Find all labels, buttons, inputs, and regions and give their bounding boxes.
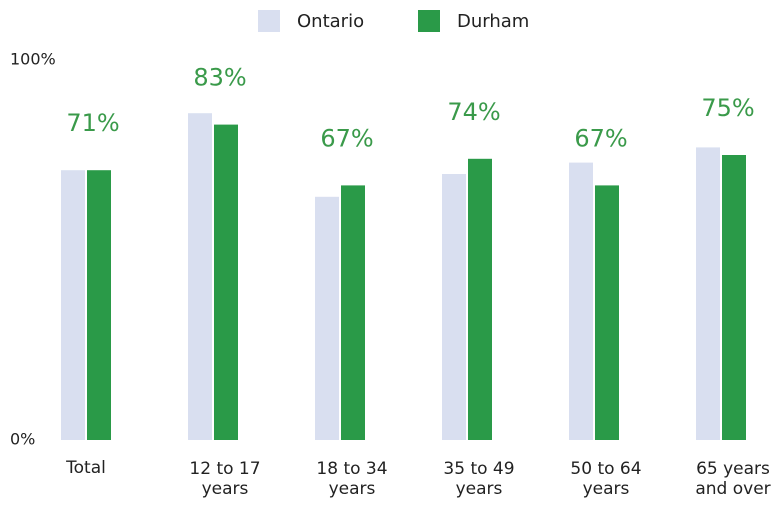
- bar: [442, 174, 466, 440]
- bar: [468, 158, 492, 441]
- x-tick-label: Total: [66, 458, 106, 478]
- value-label: 74%: [447, 98, 500, 126]
- value-label: 67%: [320, 124, 373, 152]
- x-tick-label: 18 to 34 years: [316, 459, 388, 499]
- x-tick-label: 35 to 49 years: [443, 459, 515, 499]
- legend-label: Ontario: [297, 11, 364, 32]
- value-label: 67%: [574, 124, 627, 152]
- bar: [722, 155, 746, 440]
- bar: [87, 170, 111, 440]
- legend-swatch: [258, 10, 280, 32]
- bar: [214, 124, 238, 440]
- bar: [341, 185, 365, 440]
- y-tick-label: 0%: [10, 430, 35, 449]
- bar: [315, 196, 339, 440]
- legend-label: Durham: [457, 11, 529, 32]
- value-label: 75%: [701, 94, 754, 122]
- value-label: 83%: [193, 64, 246, 92]
- x-tick-label: 50 to 64 years: [570, 459, 642, 499]
- bar: [61, 170, 85, 440]
- x-tick-label: 12 to 17 years: [189, 459, 261, 499]
- bar: [569, 162, 593, 440]
- x-tick-label: 65 years and over: [695, 459, 771, 499]
- bar: [696, 147, 720, 440]
- legend-swatch: [418, 10, 440, 32]
- bar: [595, 185, 619, 440]
- y-tick-label: 100%: [10, 50, 56, 69]
- value-label: 71%: [66, 109, 119, 137]
- bar: [188, 113, 212, 440]
